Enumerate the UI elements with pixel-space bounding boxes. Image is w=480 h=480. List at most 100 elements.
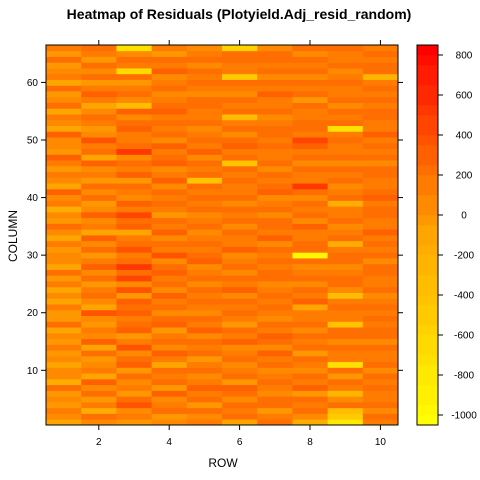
heatmap-cell — [292, 304, 328, 311]
heatmap-cell — [222, 50, 258, 57]
heatmap-cell — [292, 223, 328, 230]
heatmap-cell — [327, 378, 364, 386]
heatmap-cell — [81, 309, 117, 317]
heatmap-cell — [81, 292, 117, 299]
heatmap-cell — [81, 384, 117, 391]
heatmap-cell — [327, 338, 364, 345]
heatmap-cell — [292, 154, 328, 161]
colorbar — [417, 45, 438, 426]
heatmap-cell — [151, 125, 188, 132]
heatmap-cell — [81, 355, 117, 363]
heatmap-cell — [222, 344, 258, 351]
heatmap-cell — [116, 367, 152, 374]
heatmap-cell — [292, 275, 328, 282]
x-tick-label: 8 — [307, 437, 313, 448]
heatmap-cell — [186, 344, 223, 351]
heatmap-cell — [362, 401, 399, 409]
heatmap-cell — [362, 119, 399, 127]
heatmap-cell — [327, 413, 364, 420]
heatmap-cell — [151, 91, 188, 98]
heatmap-cell — [151, 223, 188, 230]
heatmap-cell — [81, 200, 117, 207]
heatmap-cell — [46, 286, 82, 293]
heatmap-cell — [116, 211, 152, 219]
heatmap-cell — [151, 246, 188, 253]
heatmap-cell — [222, 401, 258, 409]
heatmap-cell — [116, 96, 152, 103]
colorbar-band — [417, 365, 438, 376]
heatmap-cell — [292, 137, 328, 144]
heatmap-cell — [186, 419, 223, 426]
heatmap-cell — [222, 355, 258, 363]
heatmap-cell — [186, 68, 223, 75]
heatmap-cell — [257, 367, 293, 374]
heatmap-cell — [362, 114, 399, 121]
heatmap-cell — [151, 407, 188, 414]
heatmap-cell — [362, 309, 399, 317]
heatmap-cell — [292, 355, 328, 363]
heatmap-cell — [257, 419, 293, 426]
heatmap-cell — [151, 211, 188, 219]
x-tick-label: 6 — [237, 437, 243, 448]
heatmap-cell — [186, 315, 223, 322]
heatmap-cell — [116, 62, 152, 69]
heatmap-cell — [257, 235, 293, 242]
heatmap-cell — [46, 229, 82, 236]
heatmap-cell — [186, 142, 223, 150]
heatmap-cell — [222, 229, 258, 236]
heatmap-cell — [292, 332, 328, 340]
heatmap-cell — [222, 321, 258, 328]
heatmap-cell — [327, 401, 364, 409]
heatmap-cell — [116, 384, 152, 391]
heatmap-cell — [257, 350, 293, 357]
heatmap-cell — [222, 206, 258, 213]
heatmap-cell — [362, 148, 399, 155]
heatmap-cell — [292, 258, 328, 265]
heatmap-cell — [116, 338, 152, 345]
heatmap-cell — [362, 102, 399, 109]
colorbar-band — [417, 75, 438, 86]
heatmap-cell — [116, 240, 152, 247]
heatmap-cell — [46, 292, 82, 299]
heatmap-cell — [81, 390, 117, 397]
heatmap-cell — [151, 68, 188, 75]
heatmap-cell — [186, 188, 223, 196]
heatmap-cell — [116, 419, 152, 426]
heatmap-cell — [257, 200, 293, 207]
heatmap-cell — [151, 338, 188, 345]
heatmap-cell — [292, 281, 328, 288]
heatmap-cell — [81, 350, 117, 357]
heatmap-cell — [257, 188, 293, 196]
heatmap-cell — [257, 217, 293, 224]
heatmap-cell — [327, 292, 364, 299]
heatmap-cell — [327, 119, 364, 127]
heatmap-cell — [222, 154, 258, 161]
heatmap-cell — [116, 246, 152, 253]
heatmap-cell — [81, 148, 117, 155]
heatmap-cell — [362, 263, 399, 270]
heatmap-cell — [222, 390, 258, 397]
heatmap-cell — [327, 56, 364, 63]
heatmap-cell — [257, 401, 293, 409]
heatmap-cell — [257, 304, 293, 311]
heatmap-cell — [186, 206, 223, 213]
colorbar-band — [417, 305, 438, 316]
heatmap-cell — [222, 419, 258, 426]
heatmap-cell — [46, 200, 82, 207]
heatmap-cell — [186, 125, 223, 132]
heatmap-cell — [362, 384, 399, 391]
heatmap-cell — [151, 62, 188, 69]
heatmap-cell — [257, 396, 293, 403]
heatmap-cell — [222, 183, 258, 190]
heatmap-cell — [362, 396, 399, 403]
heatmap-cell — [46, 281, 82, 288]
heatmap-cell — [222, 114, 258, 121]
colorbar-band — [417, 45, 438, 56]
heatmap-cell — [116, 50, 152, 57]
colorbar-band — [417, 55, 438, 66]
heatmap-cell — [46, 396, 82, 403]
heatmap-cell — [257, 50, 293, 57]
heatmap-cell — [222, 148, 258, 155]
heatmap-cell — [257, 378, 293, 386]
heatmap-cell — [46, 350, 82, 357]
